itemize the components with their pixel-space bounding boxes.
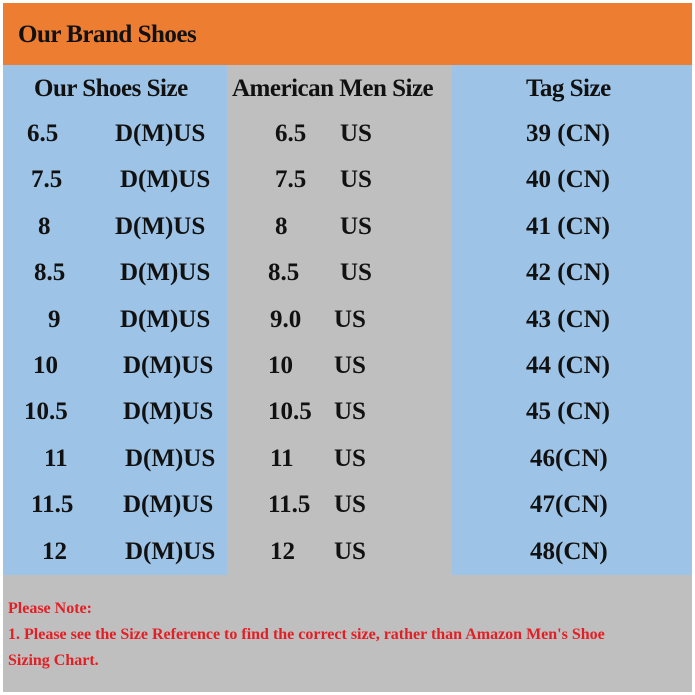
our-size-unit: D(M)US	[120, 166, 211, 194]
note-heading: Please Note:	[8, 600, 92, 617]
our-size-value: 6.5	[27, 120, 59, 147]
our-size-value: 8.5	[34, 259, 66, 287]
our-size-unit: D(M)US	[120, 305, 211, 333]
us-size-value: 11	[270, 444, 294, 472]
our-size-unit: D(M)US	[123, 491, 214, 519]
us-size-value: 10.5	[268, 398, 312, 426]
us-size-unit: US	[340, 212, 372, 240]
us-size-value: 8.5	[268, 259, 300, 287]
our-size-unit: D(M)US	[123, 352, 214, 379]
our-size-value: 8	[38, 212, 51, 240]
us-size-unit: US	[334, 398, 366, 426]
us-size-unit: US	[334, 352, 366, 379]
our-size-unit: D(M)US	[123, 398, 214, 426]
tag-size-value: 43 (CN)	[526, 305, 611, 333]
us-size-unit: US	[340, 166, 372, 194]
us-size-value: 11.5	[268, 491, 311, 519]
tag-size-value: 40 (CN)	[526, 166, 611, 194]
our-size-unit: D(M)US	[115, 120, 206, 147]
us-size-unit: US	[334, 491, 366, 519]
us-size-unit: US	[334, 537, 366, 565]
us-size-value: 7.5	[275, 166, 307, 194]
us-size-value: 9.0	[270, 305, 302, 333]
american-size-column	[227, 65, 452, 575]
us-size-unit: US	[334, 444, 366, 472]
us-size-unit: US	[340, 259, 372, 287]
our-size-value: 10.5	[24, 398, 68, 426]
our-size-value: 11	[44, 444, 68, 472]
our-size-value: 10	[33, 352, 58, 379]
our-size-value: 7.5	[31, 166, 63, 194]
tag-size-value: 39 (CN)	[526, 120, 611, 147]
our-size-value: 11.5	[31, 491, 74, 519]
header-tag-size: Tag Size	[526, 75, 611, 102]
tag-size-value: 47(CN)	[530, 491, 608, 519]
header-american-men-size: American Men Size	[232, 75, 434, 102]
us-size-value: 10	[268, 352, 293, 379]
header-our-shoes-size: Our Shoes Size	[34, 75, 188, 102]
our-size-value: 12	[42, 537, 67, 565]
our-size-unit: D(M)US	[125, 537, 216, 565]
tag-size-column	[452, 65, 692, 575]
our-size-value: 9	[48, 305, 61, 333]
tag-size-value: 44 (CN)	[526, 352, 611, 379]
our-size-unit: D(M)US	[120, 259, 211, 287]
title-bar: Our Brand Shoes	[3, 3, 692, 65]
us-size-value: 12	[270, 537, 295, 565]
tag-size-value: 41 (CN)	[526, 212, 611, 240]
tag-size-value: 48(CN)	[530, 537, 608, 565]
us-size-unit: US	[334, 305, 366, 333]
chart-title: Our Brand Shoes	[18, 21, 197, 48]
tag-size-value: 46(CN)	[530, 444, 608, 472]
note-box: Please Note: 1. Please see the Size Refe…	[3, 575, 692, 692]
note-line-2: Sizing Chart.	[8, 652, 99, 669]
us-size-value: 8	[275, 212, 288, 240]
our-size-unit: D(M)US	[125, 444, 216, 472]
note-line-1: 1. Please see the Size Reference to find…	[8, 626, 605, 643]
our-size-unit: D(M)US	[115, 212, 206, 240]
tag-size-value: 42 (CN)	[526, 259, 611, 287]
tag-size-value: 45 (CN)	[526, 398, 611, 426]
our-size-column	[3, 65, 227, 575]
us-size-value: 6.5	[275, 120, 307, 147]
us-size-unit: US	[340, 120, 372, 147]
